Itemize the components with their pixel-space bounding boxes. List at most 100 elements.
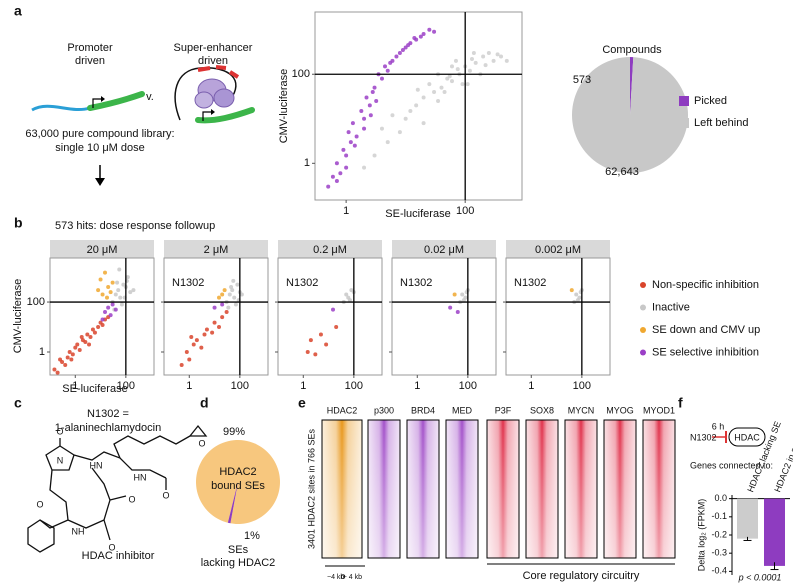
slice-label: lacking HDAC2: [201, 557, 276, 569]
data-point: [70, 352, 75, 357]
data-point: [574, 292, 579, 297]
plot-frame: [163, 257, 269, 376]
data-point: [75, 342, 80, 347]
annotation: N1302: [286, 277, 318, 289]
data-point: [308, 338, 313, 343]
facet-label: 0.002 μM: [535, 244, 581, 256]
atom-label: HN: [90, 460, 103, 470]
x-tick-label: 100: [456, 205, 474, 217]
data-point: [427, 82, 432, 87]
data-point: [449, 79, 454, 84]
panel-title: 573 hits: dose response followup: [55, 220, 215, 232]
data-point: [113, 292, 118, 297]
diagram-label: driven: [198, 55, 228, 67]
facet-label: 20 μM: [87, 244, 118, 256]
x-tick-label: 100: [117, 380, 135, 392]
column-label: SOX8: [530, 405, 554, 415]
y-axis-label: 3401 HDAC2 sites in 766 SEs: [306, 428, 316, 549]
data-point: [367, 103, 372, 108]
data-point: [116, 288, 121, 293]
heatmap-fade: [643, 420, 675, 558]
legend-label: SE selective inhibition: [652, 346, 759, 358]
data-point: [465, 82, 470, 87]
atom-label: O: [198, 438, 205, 448]
value-label: 1%: [244, 530, 260, 542]
diagram-label: driven: [75, 55, 105, 67]
data-point: [427, 27, 432, 32]
data-point: [344, 165, 349, 170]
data-point: [334, 179, 339, 184]
data-point: [110, 302, 115, 307]
atom-label: O: [56, 426, 63, 436]
data-point: [199, 345, 204, 350]
data-point: [374, 99, 379, 104]
value-label: 62,643: [605, 166, 639, 178]
data-point: [92, 330, 97, 335]
data-point: [108, 313, 113, 318]
data-point: [119, 302, 124, 307]
atom-label: O: [128, 494, 135, 504]
kb-label: 0: [341, 574, 345, 581]
data-point: [121, 282, 126, 287]
data-point: [324, 342, 329, 347]
atom-label: N: [57, 455, 64, 465]
annotation: N1302: [172, 277, 204, 289]
data-point: [58, 357, 63, 362]
data-point: [239, 292, 244, 297]
data-point: [447, 74, 452, 79]
data-point: [460, 82, 465, 87]
y-axis-label: CMV-luciferase: [12, 279, 24, 354]
data-point: [204, 327, 209, 332]
data-point: [467, 68, 472, 73]
slice-label: SEs: [228, 544, 249, 556]
heatmap-fade: [407, 420, 439, 558]
data-point: [65, 355, 70, 360]
y-tick-label: -0.2: [711, 529, 727, 539]
x-tick-label: 100: [231, 380, 249, 392]
compound-name: N1302 =: [87, 408, 129, 420]
diagram-label: Super-enhancer: [174, 42, 253, 54]
data-point: [385, 140, 390, 145]
data-point: [344, 292, 349, 297]
y-tick-label: -0.1: [711, 511, 727, 521]
atom-label: NH: [72, 526, 85, 536]
heatmap-frame: [367, 419, 401, 559]
data-point: [326, 184, 331, 189]
plot-frame: [277, 257, 383, 376]
facet-header: [278, 240, 382, 258]
data-point: [98, 277, 103, 282]
data-point: [131, 288, 136, 293]
panel-label: c: [14, 395, 22, 411]
heatmap-frame: [603, 419, 637, 559]
plot-frame: [314, 11, 523, 201]
data-point: [334, 325, 339, 330]
data-point: [385, 68, 390, 73]
data-point: [115, 280, 120, 285]
column-label: p300: [374, 405, 394, 415]
data-point: [230, 288, 235, 293]
panel-label: d: [200, 395, 209, 411]
atom-label: HN: [134, 472, 147, 482]
data-point: [191, 342, 196, 347]
y-tick-label: 100: [27, 296, 45, 308]
legend-marker: [640, 282, 646, 288]
legend-marker: [640, 327, 646, 333]
heatmap-frame: [321, 419, 363, 559]
x-tick-label: 1: [72, 380, 78, 392]
data-point: [87, 342, 92, 347]
atom-label: O: [108, 542, 115, 552]
data-point: [220, 292, 225, 297]
data-point: [77, 348, 82, 353]
data-point: [226, 305, 231, 310]
facet-header: [392, 240, 496, 258]
data-point: [210, 330, 215, 335]
inhibition-symbol: [712, 427, 766, 447]
legend-marker: [640, 349, 646, 356]
data-point: [403, 116, 408, 121]
data-point: [212, 305, 217, 310]
data-point: [305, 350, 310, 355]
data-point: [55, 370, 60, 375]
data-point: [499, 54, 504, 59]
data-point: [397, 130, 402, 135]
